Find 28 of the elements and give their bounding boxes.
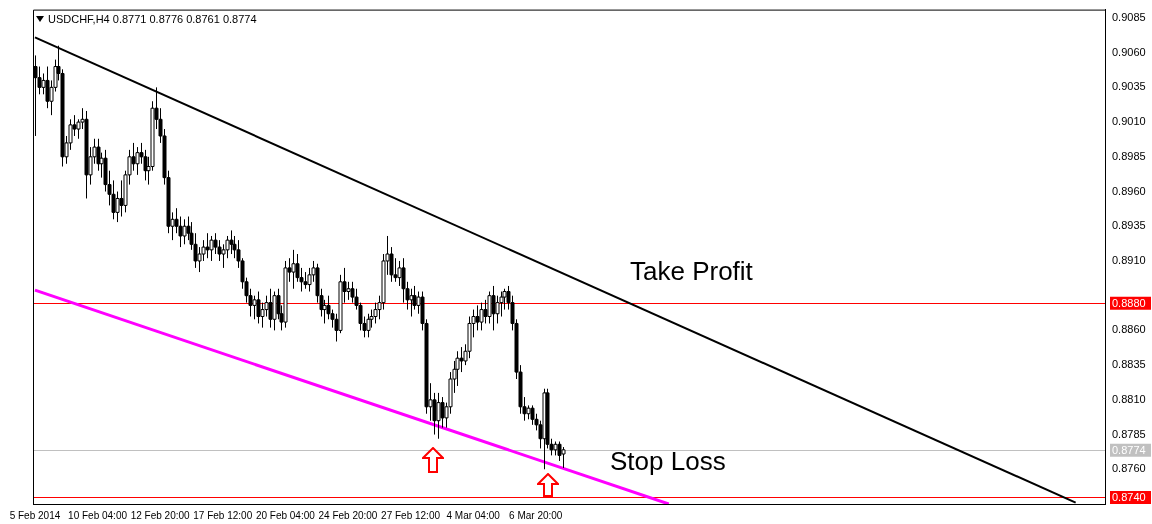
y-tick-label: 0.8760 xyxy=(1112,462,1146,475)
x-tick-label: 20 Feb 04:00 xyxy=(255,509,316,521)
chart-title: USDCHF,H4 0.8771 0.8776 0.8761 0.8774 xyxy=(48,13,257,25)
x-tick-label: 27 Feb 12:00 xyxy=(381,509,441,521)
y-tick-label: 0.9035 xyxy=(1112,80,1146,93)
ref-line-label: 0.8774 xyxy=(1112,443,1146,456)
x-tick-label: 24 Feb 20:00 xyxy=(318,509,378,521)
y-tick-label: 0.9085 xyxy=(1112,10,1146,23)
y-tick-label: 0.8835 xyxy=(1112,358,1146,371)
y-tick-label: 0.8985 xyxy=(1112,149,1146,162)
y-tick-label: 0.9010 xyxy=(1112,115,1146,128)
y-tick-label: 0.8810 xyxy=(1112,392,1146,405)
y-tick-label: 0.8935 xyxy=(1112,219,1146,232)
y-tick-label: 0.8785 xyxy=(1112,427,1146,440)
y-tick-label: 0.8960 xyxy=(1112,184,1146,197)
annotation: Stop Loss xyxy=(610,446,726,477)
y-tick-label: 0.8910 xyxy=(1112,254,1146,266)
x-tick-label: 17 Feb 12:00 xyxy=(193,509,253,521)
ref-line-label: 0.8880 xyxy=(1112,296,1146,309)
annotation: Take Profit xyxy=(630,256,753,287)
x-tick-label: 4 Mar 04:00 xyxy=(446,509,501,521)
x-tick-label: 12 Feb 20:00 xyxy=(130,509,191,521)
ref-line-label: 0.8740 xyxy=(1112,491,1146,504)
y-tick-label: 0.9060 xyxy=(1112,45,1146,58)
x-tick-label: 10 Feb 04:00 xyxy=(68,509,128,521)
y-tick-label: 0.8860 xyxy=(1112,323,1146,336)
x-tick-label: 5 Feb 2014 xyxy=(9,509,61,521)
x-tick-label: 6 Mar 20:00 xyxy=(509,509,563,521)
